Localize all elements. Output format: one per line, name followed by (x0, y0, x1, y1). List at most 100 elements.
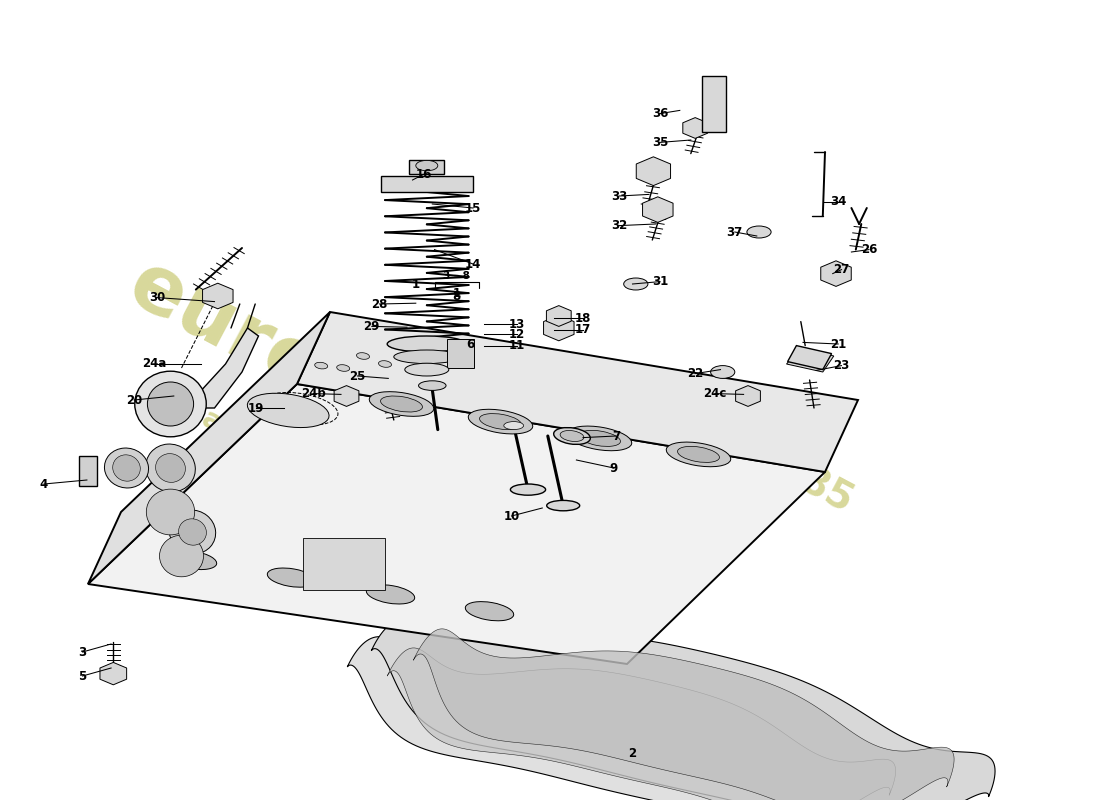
Ellipse shape (178, 519, 207, 545)
Polygon shape (387, 648, 895, 800)
Text: 1985: 1985 (746, 438, 860, 522)
Ellipse shape (366, 585, 415, 604)
Text: 1: 1 (411, 278, 420, 290)
Ellipse shape (146, 489, 195, 535)
Polygon shape (786, 348, 834, 372)
Text: 27: 27 (834, 263, 849, 276)
Bar (381, 176, 473, 192)
Bar (302, 538, 385, 590)
Text: 21: 21 (830, 338, 846, 350)
Polygon shape (170, 328, 258, 408)
Text: 8: 8 (452, 290, 461, 302)
Text: 3: 3 (78, 646, 87, 658)
Text: 22: 22 (688, 367, 703, 380)
Polygon shape (248, 394, 329, 427)
Text: 6: 6 (466, 338, 475, 350)
Text: 33: 33 (612, 190, 627, 202)
Ellipse shape (678, 446, 719, 462)
Text: 1: 1 (452, 287, 461, 300)
Text: 4: 4 (40, 478, 48, 490)
Text: 35: 35 (652, 136, 668, 149)
Text: 14: 14 (465, 258, 481, 270)
Text: 3 – 8: 3 – 8 (443, 271, 470, 281)
Text: 30: 30 (150, 291, 165, 304)
Polygon shape (88, 312, 330, 584)
Ellipse shape (169, 510, 216, 554)
Ellipse shape (315, 362, 328, 369)
Text: 20: 20 (126, 394, 142, 406)
Text: 26: 26 (861, 243, 877, 256)
Ellipse shape (381, 396, 422, 412)
Ellipse shape (560, 430, 584, 442)
Text: 24a: 24a (142, 358, 166, 370)
Text: 15: 15 (465, 202, 481, 214)
Text: 37: 37 (727, 226, 742, 238)
Ellipse shape (104, 448, 148, 488)
Ellipse shape (168, 550, 217, 570)
Text: 28: 28 (372, 298, 387, 310)
Text: euroParts: euroParts (116, 245, 544, 523)
Ellipse shape (510, 484, 546, 495)
Ellipse shape (405, 363, 449, 376)
Ellipse shape (160, 535, 204, 577)
Ellipse shape (416, 160, 438, 171)
Ellipse shape (155, 454, 186, 482)
Text: 9: 9 (609, 462, 618, 474)
Text: 24c: 24c (703, 387, 727, 400)
Text: 5: 5 (78, 670, 87, 682)
Text: 29: 29 (364, 320, 380, 333)
Text: 12: 12 (509, 328, 525, 341)
Text: 24b: 24b (301, 387, 326, 400)
Ellipse shape (267, 568, 316, 587)
Ellipse shape (547, 501, 580, 511)
Ellipse shape (378, 361, 392, 367)
Ellipse shape (145, 444, 196, 492)
Polygon shape (88, 384, 825, 664)
Polygon shape (297, 312, 858, 472)
Ellipse shape (667, 442, 730, 466)
Text: 13: 13 (509, 318, 525, 330)
Ellipse shape (624, 278, 648, 290)
Text: 7: 7 (612, 430, 620, 442)
Text: 34: 34 (830, 195, 846, 208)
Ellipse shape (418, 381, 447, 390)
Text: 11: 11 (509, 339, 525, 352)
Text: 19: 19 (249, 402, 264, 414)
Bar (447, 339, 474, 368)
Text: 32: 32 (612, 219, 627, 232)
Polygon shape (788, 346, 832, 370)
Text: a passion for porsche: a passion for porsche (197, 405, 507, 587)
Ellipse shape (356, 353, 370, 359)
Text: 23: 23 (834, 359, 849, 372)
Ellipse shape (553, 427, 591, 445)
Text: 2: 2 (628, 747, 637, 760)
Text: 10: 10 (504, 510, 519, 522)
Bar (409, 160, 444, 174)
Ellipse shape (465, 602, 514, 621)
Text: 17: 17 (575, 323, 591, 336)
Ellipse shape (469, 410, 532, 434)
Text: 25: 25 (350, 370, 365, 382)
Ellipse shape (394, 350, 460, 364)
Ellipse shape (337, 365, 350, 371)
Bar (79, 456, 97, 486)
Ellipse shape (579, 430, 620, 446)
Ellipse shape (370, 392, 433, 416)
Ellipse shape (568, 426, 631, 450)
Ellipse shape (134, 371, 207, 437)
Ellipse shape (147, 382, 194, 426)
Ellipse shape (387, 336, 466, 352)
Ellipse shape (112, 455, 141, 481)
Text: 31: 31 (652, 275, 668, 288)
Bar (702, 76, 726, 132)
Text: 16: 16 (416, 168, 431, 181)
Ellipse shape (480, 414, 521, 430)
Text: 18: 18 (575, 312, 591, 325)
Ellipse shape (747, 226, 771, 238)
Polygon shape (414, 629, 954, 800)
Text: 36: 36 (652, 107, 668, 120)
Polygon shape (348, 637, 935, 800)
Ellipse shape (504, 422, 524, 430)
Ellipse shape (711, 366, 735, 378)
Polygon shape (372, 618, 996, 800)
